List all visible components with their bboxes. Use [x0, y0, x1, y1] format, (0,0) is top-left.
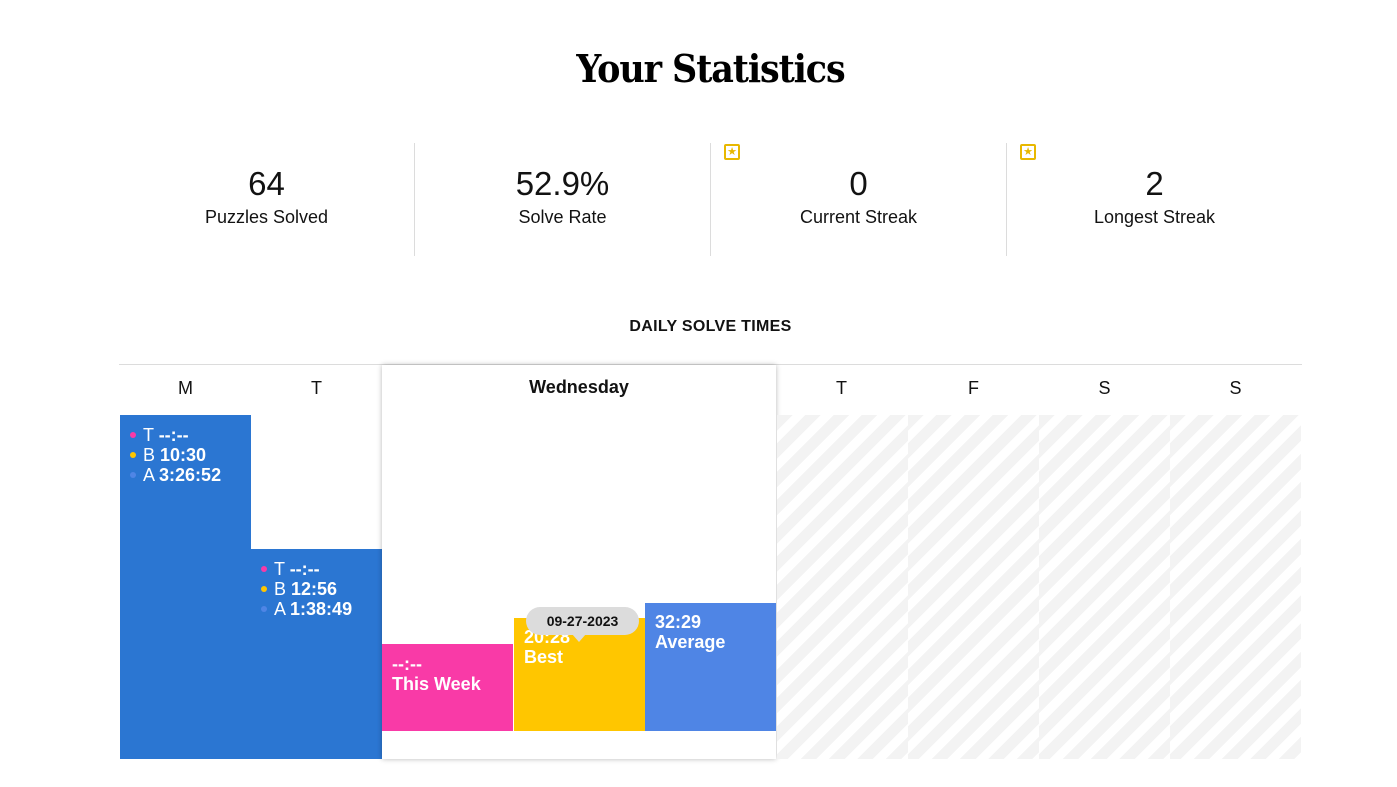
this-week-label: This Week	[392, 674, 481, 694]
stat-value: 2	[1145, 165, 1164, 202]
dot-icon	[261, 586, 267, 592]
average-time-bar[interactable]: 32:29 Average	[645, 603, 776, 731]
day-column-tuesday[interactable]: T --:-- B 12:56 A 1:38:49	[251, 415, 382, 759]
this-week-time: --:--	[392, 654, 422, 674]
row-key: T	[143, 425, 154, 445]
today-time-row: T --:--	[261, 559, 382, 579]
chart-heading: DAILY SOLVE TIMES	[629, 318, 792, 335]
row-key: B	[143, 445, 156, 465]
row-value: 3:26:52	[159, 465, 222, 485]
day-label-monday[interactable]: M	[178, 378, 193, 398]
stat-puzzles-solved: 64 Puzzles Solved	[119, 143, 415, 256]
average-time-label: Average	[655, 632, 726, 652]
solve-time-bar[interactable]: T --:-- B 12:56 A 1:38:49	[251, 549, 382, 759]
stat-label: Current Streak	[799, 207, 918, 227]
tooltip-arrow	[572, 634, 586, 642]
best-time-bar[interactable]: 20:28 Best	[514, 618, 645, 731]
row-key: B	[274, 579, 287, 599]
star-icon: ★	[724, 144, 740, 160]
stat-value: 64	[248, 165, 285, 202]
day-label-thursday[interactable]: T	[836, 378, 847, 398]
row-key: A	[143, 465, 155, 485]
page-title: Your Statistics	[576, 46, 845, 91]
row-key: T	[274, 559, 285, 579]
stat-value: 0	[849, 165, 868, 202]
selected-day-panel[interactable]: --:-- This Week 20:28 Best 32:29 Average	[382, 365, 776, 759]
row-key: A	[274, 599, 286, 619]
this-week-bar[interactable]: --:-- This Week	[382, 644, 513, 731]
day-column-thursday	[777, 415, 908, 759]
row-value: --:--	[289, 559, 320, 579]
best-time-row: B 12:56	[261, 579, 382, 599]
solve-time-bar[interactable]: T --:-- B 10:30 A 3:26:52	[120, 415, 251, 759]
stats-row: 64 Puzzles Solved 52.9% Solve Rate ★ 0 C…	[119, 143, 1302, 256]
row-value: --:--	[158, 425, 189, 445]
average-time-row: A 3:26:52	[130, 465, 251, 485]
best-time-label: Best	[524, 647, 564, 667]
stat-current-streak: ★ 0 Current Streak	[711, 143, 1007, 256]
chart-divider	[119, 364, 1302, 365]
day-label-wednesday[interactable]: Wednesday	[529, 377, 629, 397]
dot-icon	[261, 606, 267, 612]
row-value: 1:38:49	[290, 599, 353, 619]
best-date-tooltip: 09-27-2023	[526, 607, 639, 635]
solve-time-lines: T --:-- B 12:56 A 1:38:49	[251, 549, 382, 619]
stat-solve-rate: 52.9% Solve Rate	[415, 143, 711, 256]
stat-label: Puzzles Solved	[204, 207, 329, 227]
dot-icon	[130, 452, 136, 458]
star-icon: ★	[1020, 144, 1036, 160]
day-label-saturday[interactable]: S	[1098, 378, 1111, 398]
stat-label: Longest Streak	[1093, 207, 1216, 227]
day-column-monday[interactable]: T --:-- B 10:30 A 3:26:52	[120, 415, 251, 759]
solve-time-lines: T --:-- B 10:30 A 3:26:52	[120, 415, 251, 485]
stat-value: 52.9%	[515, 165, 610, 202]
best-time-row: B 10:30	[130, 445, 251, 465]
stat-label: Solve Rate	[518, 207, 607, 227]
day-column-friday	[908, 415, 1039, 759]
day-label-friday[interactable]: F	[968, 378, 979, 398]
dot-icon	[130, 432, 136, 438]
row-value: 10:30	[160, 445, 207, 465]
stat-longest-streak: ★ 2 Longest Streak	[1007, 143, 1302, 256]
today-time-row: T --:--	[130, 425, 251, 445]
day-label-sunday[interactable]: S	[1229, 378, 1242, 398]
day-column-saturday	[1039, 415, 1170, 759]
day-label-tuesday[interactable]: T	[311, 378, 322, 398]
row-value: 12:56	[291, 579, 338, 599]
average-time-value: 32:29	[655, 612, 702, 632]
average-time-row: A 1:38:49	[261, 599, 382, 619]
day-column-sunday	[1170, 415, 1301, 759]
dot-icon	[261, 566, 267, 572]
dot-icon	[130, 472, 136, 478]
